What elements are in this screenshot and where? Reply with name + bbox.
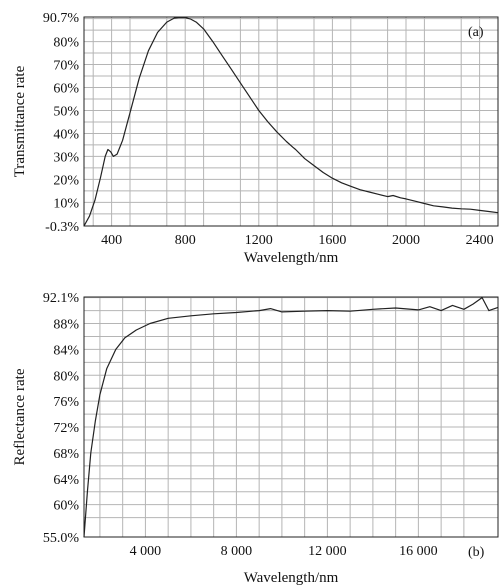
x-tick-label-a: 400 <box>101 233 122 248</box>
y-tick-label-a: 90.7% <box>43 11 80 26</box>
grid-b <box>84 297 498 537</box>
y-tick-label-b: 80% <box>53 369 79 384</box>
y-tick-label-a: 20% <box>53 173 79 188</box>
y-tick-label-a: 50% <box>53 104 79 119</box>
x-tick-label-a: 2000 <box>392 233 420 248</box>
y-tick-label-b: 92.1% <box>43 291 80 306</box>
x-axis-title-b: Wavelength/nm <box>244 570 339 586</box>
x-tick-label-b: 4 000 <box>130 544 162 559</box>
series-line-a <box>83 16 499 227</box>
y-tick-label-a: 80% <box>53 36 79 51</box>
y-tick-label-a: 30% <box>53 150 79 165</box>
plot-area-b <box>84 297 498 537</box>
x-tick-label-b: 12 000 <box>308 544 347 559</box>
panel-a-transmittance-chart: -0.3% 10% 20% 30% 40% 50% 60% 70% 80% 90.7% 400 800… <box>12 11 499 266</box>
y-tick-label-a: -0.3% <box>45 220 79 235</box>
y-tick-label-b: 76% <box>53 395 79 410</box>
x-tick-label-a: 1600 <box>318 233 346 248</box>
panel-label-b: (b) <box>468 545 485 560</box>
x-tick-label-b: 16 000 <box>399 544 438 559</box>
y-tick-label-b: 55.0% <box>43 531 80 546</box>
y-tick-label-b: 60% <box>53 499 79 514</box>
panel-b-reflectance-chart: 55.0% 60% 64% 68% 72% 76% 80% 84% 88% 92.1% 4 000 8… <box>12 291 499 586</box>
panel-label-a: (a) <box>468 25 484 40</box>
y-tick-label-a: 40% <box>53 127 79 142</box>
y-tick-label-b: 72% <box>53 421 79 436</box>
plot-frame-a <box>83 16 499 227</box>
y-tick-label-a: 60% <box>53 82 79 97</box>
series-line-b <box>83 297 499 538</box>
grid-a <box>84 17 498 226</box>
x-axis-title-a: Wavelength/nm <box>244 250 339 266</box>
y-tick-label-a: 10% <box>53 196 79 211</box>
x-tick-label-b: 8 000 <box>221 544 253 559</box>
y-axis-title-b: Reflectance rate <box>12 368 28 465</box>
x-tick-label-a: 2400 <box>466 233 494 248</box>
y-tick-label-b: 84% <box>53 343 79 358</box>
y-tick-label-b: 64% <box>53 473 79 488</box>
x-tick-label-a: 800 <box>175 233 196 248</box>
x-tick-label-a: 1200 <box>245 233 273 248</box>
plot-frame-b <box>83 296 499 538</box>
y-tick-label-b: 68% <box>53 447 79 462</box>
y-axis-title-a: Transmittance rate <box>12 65 28 177</box>
y-tick-label-a: 70% <box>53 59 79 74</box>
y-tick-label-b: 88% <box>53 318 79 333</box>
